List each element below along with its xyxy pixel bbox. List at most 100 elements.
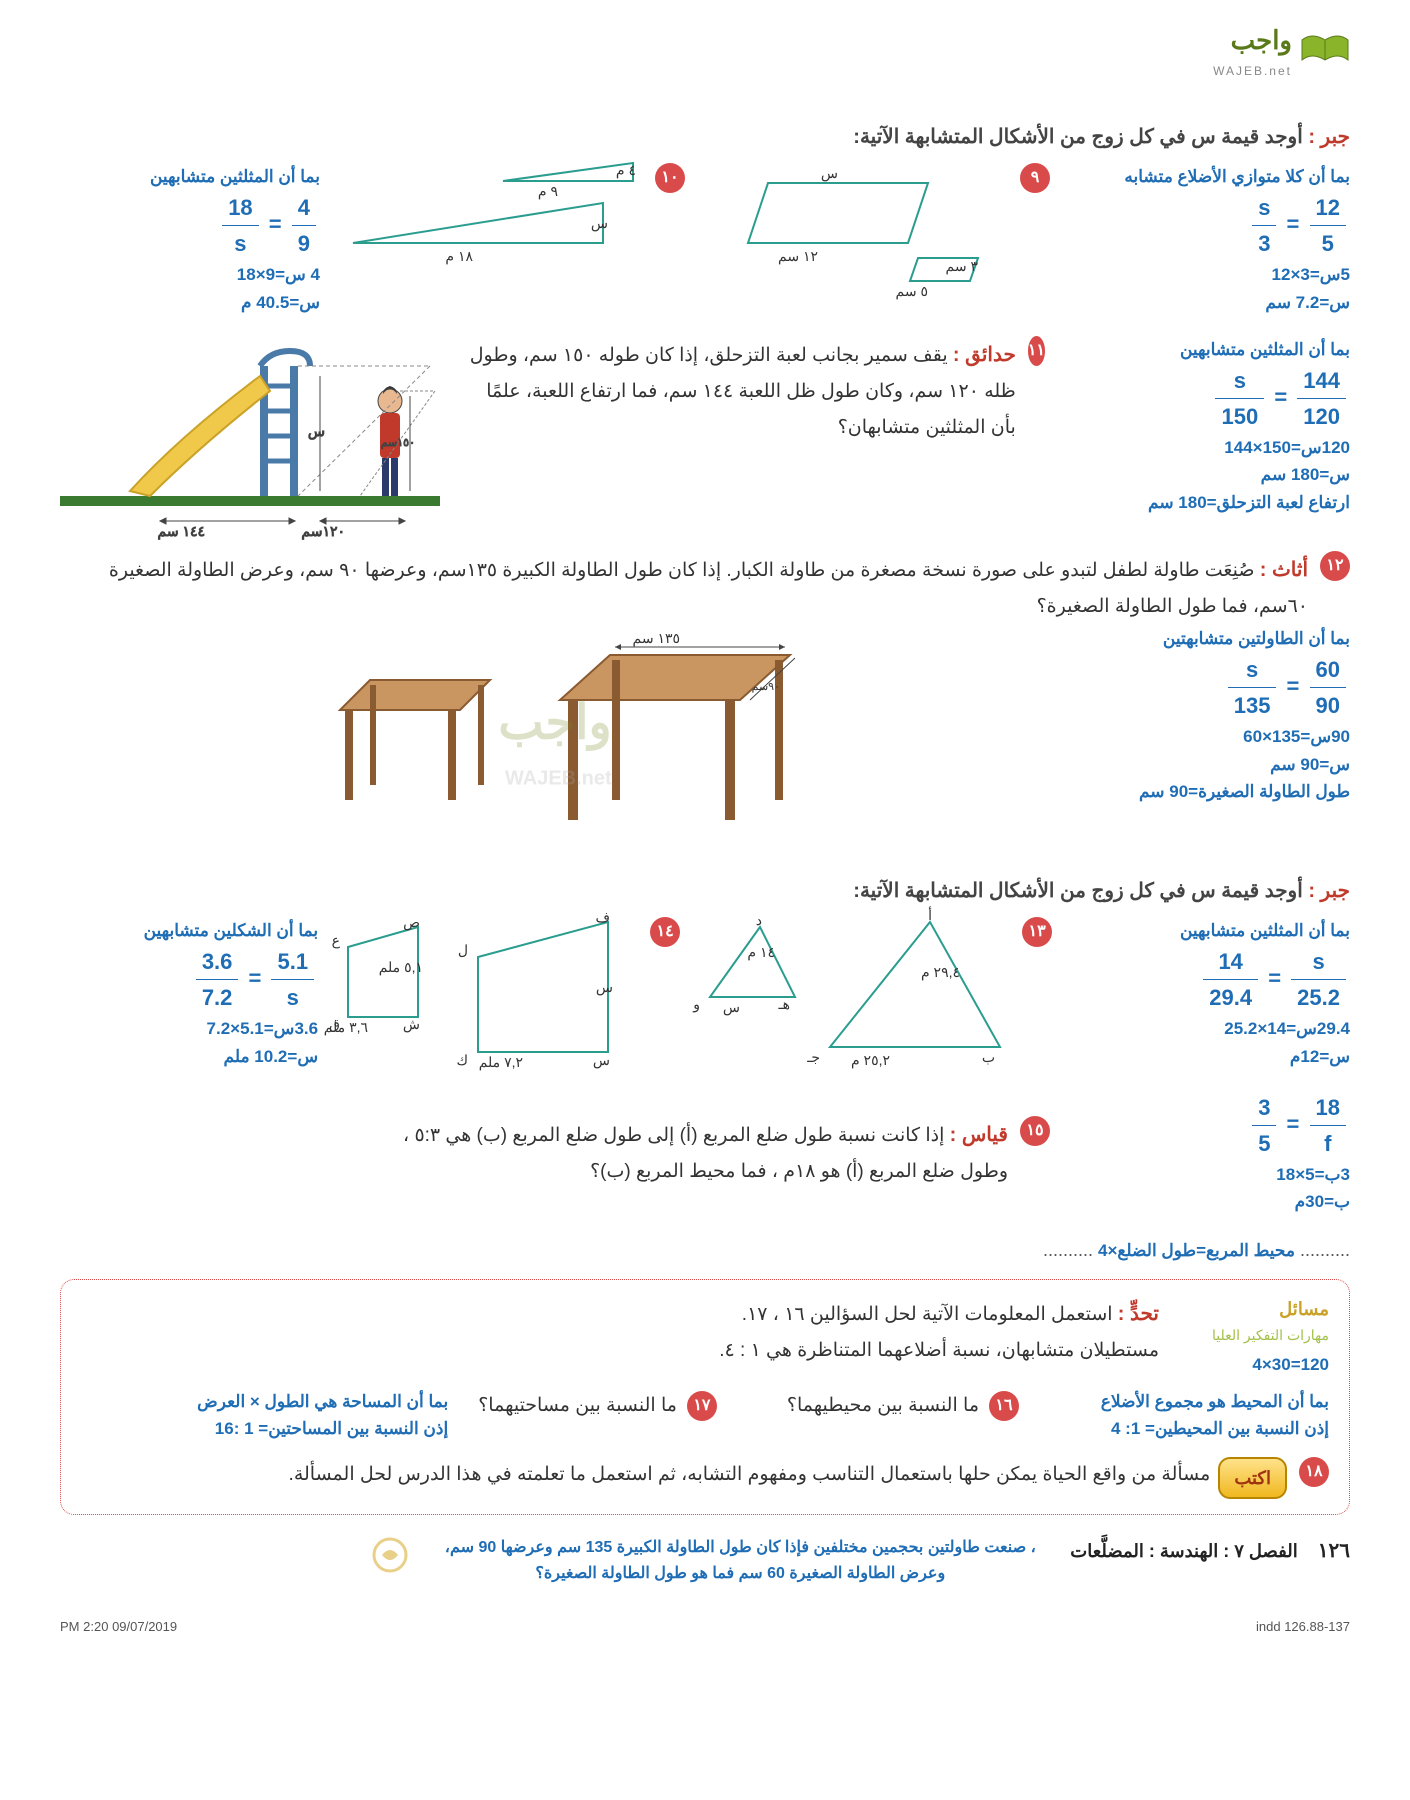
q13-answer: س=12م bbox=[1072, 1043, 1350, 1070]
svg-text:٥,١ ملم: ٥,١ ملم bbox=[379, 959, 423, 976]
svg-text:٥ سم: ٥ سم bbox=[896, 283, 928, 300]
chapter-title: الفصل ٧ : الهندسة : المضلَّعات bbox=[1070, 1537, 1297, 1566]
q15-row: 35 = 18f 3ب=5×18 ب=30م ١٥ قياس : إذا كان… bbox=[60, 1090, 1350, 1216]
svg-text:١٢٠سم: ١٢٠سم bbox=[301, 523, 345, 540]
q12-tables-figure: ١٣٥ سم ٩٠سم واجب WAJEB.net bbox=[60, 640, 1050, 840]
q15-step: 3ب=5×18 bbox=[1070, 1161, 1350, 1188]
challenge-label: تحدٍّ : bbox=[1118, 1303, 1159, 1325]
q15-solution: 35 = 18f 3ب=5×18 ب=30م bbox=[1070, 1090, 1350, 1216]
svg-text:س: س bbox=[821, 165, 838, 182]
bottom-solution: ، صنعت طاولتين بحجمين مختلفين فإذا كان ط… bbox=[440, 1535, 1040, 1586]
q11-step: 120س=150×144 bbox=[1070, 434, 1350, 461]
q13-solution: بما أن المثلثين متشابهين s25.2 = 1429.4 … bbox=[1072, 917, 1350, 1070]
q12-section: ١٢ أثاث : صُنِعَت طاولة لطفل لتبدو على ص… bbox=[60, 551, 1350, 855]
hots-box: مسائل مهارات التفكير العليا 120=30×4 تحد… bbox=[60, 1279, 1350, 1515]
svg-text:٤ م: ٤ م bbox=[616, 162, 636, 179]
svg-text:١٥٠سم: ١٥٠سم bbox=[381, 437, 415, 449]
decorative-icon bbox=[370, 1535, 410, 1575]
q11-ans2: ارتفاع لعبة التزحلق=180 سم bbox=[1070, 489, 1350, 516]
q12-number: ١٢ bbox=[1320, 551, 1350, 581]
q9-number: ٩ bbox=[1020, 163, 1050, 193]
q9-figure: ٩ س ١٢ سم ٣ سم ٥ سم bbox=[705, 163, 1050, 293]
svg-text:١٨ م: ١٨ م bbox=[445, 248, 473, 265]
q12-text: صُنِعَت طاولة لطفل لتبدو على صورة نسخة م… bbox=[109, 560, 1308, 617]
q9-parallelograms: س ١٢ سم ٣ سم ٥ سم bbox=[748, 163, 1008, 293]
algebra-instruction: أوجد قيمة س في كل زوج من الأشكال المتشاب… bbox=[853, 126, 1302, 148]
q14-step: 3.6س=5.1×7.2 bbox=[60, 1015, 318, 1042]
q13-sol-title: بما أن المثلثين متشابهين bbox=[1072, 917, 1350, 944]
q13-step: 29.4س=14×25.2 bbox=[1072, 1015, 1350, 1042]
q15-text2: وطول ضلع المربع (أ) هو ١٨م ، فما محيط ال… bbox=[590, 1161, 1008, 1182]
q14-answer: س=10.2 ملم bbox=[60, 1043, 318, 1070]
q18: ١٨ اكتب مسألة من واقع الحياة يمكن حلها ب… bbox=[81, 1457, 1329, 1499]
svg-text:س: س bbox=[591, 215, 608, 232]
q12-label: أثاث : bbox=[1260, 559, 1308, 581]
q9-sol-title: بما أن كلا متوازي الأضلاع متشابه bbox=[1070, 163, 1350, 190]
q17-number: ١٧ bbox=[687, 1391, 717, 1421]
q13-equation: s25.2 = 1429.4 bbox=[1072, 944, 1350, 1015]
challenge-line: تحدٍّ : استعمل المعلومات الآتية لحل السؤ… bbox=[81, 1295, 1159, 1333]
logo-title: واجب bbox=[1213, 20, 1292, 62]
q9-q10-row: بما أن كلا متوازي الأضلاع متشابه 125 = s… bbox=[60, 163, 1350, 316]
q9-equation: 125 = s3 bbox=[1070, 190, 1350, 261]
q15-perimeter-line: .......... محيط المربع=طول الضلع×4 .....… bbox=[60, 1236, 1350, 1265]
q15-text: ١٥ قياس : إذا كانت نسبة طول ضلع المربع (… bbox=[60, 1116, 1050, 1190]
q12-ans: س=90 سم bbox=[1070, 751, 1350, 778]
q10-number: ١٠ bbox=[655, 163, 685, 193]
watermark: واجب WAJEB.net bbox=[498, 686, 611, 795]
svg-text:٩ م: ٩ م bbox=[538, 183, 558, 200]
q10-equation: 18s = 49 bbox=[60, 190, 320, 261]
q10-step: 4 س=9×18 bbox=[60, 261, 320, 288]
svg-text:١٤٤ سم: ١٤٤ سم bbox=[158, 523, 206, 540]
q16-sol: إذن النسبة بين المحيطين= 1: 4 bbox=[1049, 1415, 1329, 1442]
algebra-label: جبر : bbox=[1308, 126, 1350, 148]
q9-step: 5س=3×12 bbox=[1070, 261, 1350, 288]
svg-text:١٢ سم: ١٢ سم bbox=[778, 248, 818, 265]
hots-sublabel: مهارات التفكير العليا bbox=[1179, 1324, 1329, 1346]
q15-text1: إذا كانت نسبة طول ضلع المربع (أ) إلى طول… bbox=[403, 1125, 944, 1146]
print-footer: 88-137.indd 126 09/07/2019 2:20 PM bbox=[60, 1617, 1350, 1638]
chapter-footer: ١٢٦ الفصل ٧ : الهندسة : المضلَّعات bbox=[1070, 1535, 1350, 1567]
q14-equation: 3.67.2 = 5.1s bbox=[60, 944, 318, 1015]
q13-figure: ١٣ د و هـ ١٤ م س أ جـ ب ٢٩,٤ م ٢٥,٢ م bbox=[700, 917, 1052, 1067]
book-icon bbox=[1300, 30, 1350, 70]
print-info-left: 88-137.indd 126 bbox=[1256, 1617, 1350, 1638]
q11-section: بما أن المثلثين متشابهين 144120 = s150 1… bbox=[60, 336, 1350, 536]
q15-perim-calc: 120=30×4 bbox=[1179, 1351, 1329, 1378]
q12-ans2: طول الطاولة الصغيرة=90 سم bbox=[1070, 778, 1350, 805]
svg-text:٣ سم: ٣ سم bbox=[946, 258, 979, 275]
svg-text:٢٥,٢ م: ٢٥,٢ م bbox=[851, 1052, 890, 1069]
logo-subtitle: WAJEB.net bbox=[1213, 62, 1292, 81]
q10-sol-title: بما أن المثلثين متشابهين bbox=[60, 163, 320, 190]
algebra-section-header: جبر : أوجد قيمة س في كل زوج من الأشكال ا… bbox=[60, 121, 1350, 153]
q11-text-block: ١١ حدائق : يقف سمير بجانب لعبة التزحلق، … bbox=[465, 336, 1045, 536]
q10-answer: س=40.5 م bbox=[60, 289, 320, 316]
q17-sol-title: بما أن المساحة هي الطول × العرض bbox=[148, 1388, 448, 1415]
q13-q14-row: بما أن المثلثين متشابهين s25.2 = 1429.4 … bbox=[60, 917, 1350, 1070]
svg-text:ش: ش bbox=[403, 1016, 420, 1033]
svg-text:د: د bbox=[756, 912, 762, 928]
print-info-right: 09/07/2019 2:20 PM bbox=[60, 1617, 177, 1638]
svg-text:جـ: جـ bbox=[806, 1049, 820, 1065]
hots-label: مسائل bbox=[1179, 1295, 1329, 1324]
svg-text:ع: ع bbox=[332, 932, 341, 949]
q14-sol-title: بما أن الشكلين متشابهين bbox=[60, 917, 318, 944]
svg-text:ف: ف bbox=[596, 909, 611, 925]
q14-solution: بما أن الشكلين متشابهين 3.67.2 = 5.1s 3.… bbox=[60, 917, 318, 1070]
svg-text:ص: ص bbox=[403, 914, 420, 931]
svg-text:٢٩,٤ م: ٢٩,٤ م bbox=[921, 964, 960, 981]
q9-answer: س=7.2 سم bbox=[1070, 289, 1350, 316]
svg-text:ل: ل bbox=[458, 942, 468, 958]
q11-equation: 144120 = s150 bbox=[1070, 363, 1350, 434]
q15-ans: ب=30م bbox=[1070, 1188, 1350, 1215]
q14-number: ١٤ bbox=[650, 917, 680, 947]
svg-text:٧,٢ ملم: ٧,٢ ملم bbox=[479, 1054, 523, 1071]
q18-text: مسألة من واقع الحياة يمكن حلها باستعمال … bbox=[81, 1457, 1210, 1493]
page-number: ١٢٦ bbox=[1318, 1535, 1350, 1567]
svg-text:ك: ك bbox=[457, 1052, 469, 1068]
q9-solution: بما أن كلا متوازي الأضلاع متشابه 125 = s… bbox=[1070, 163, 1350, 316]
algebra-instruction-2: أوجد قيمة س في كل زوج من الأشكال المتشاب… bbox=[853, 880, 1302, 902]
q16-solution: بما أن المحيط هو مجموع الأضلاع إذن النسب… bbox=[1049, 1388, 1329, 1442]
svg-text:٩٠سم: ٩٠سم bbox=[752, 681, 780, 693]
site-logo: واجب WAJEB.net bbox=[60, 20, 1350, 81]
